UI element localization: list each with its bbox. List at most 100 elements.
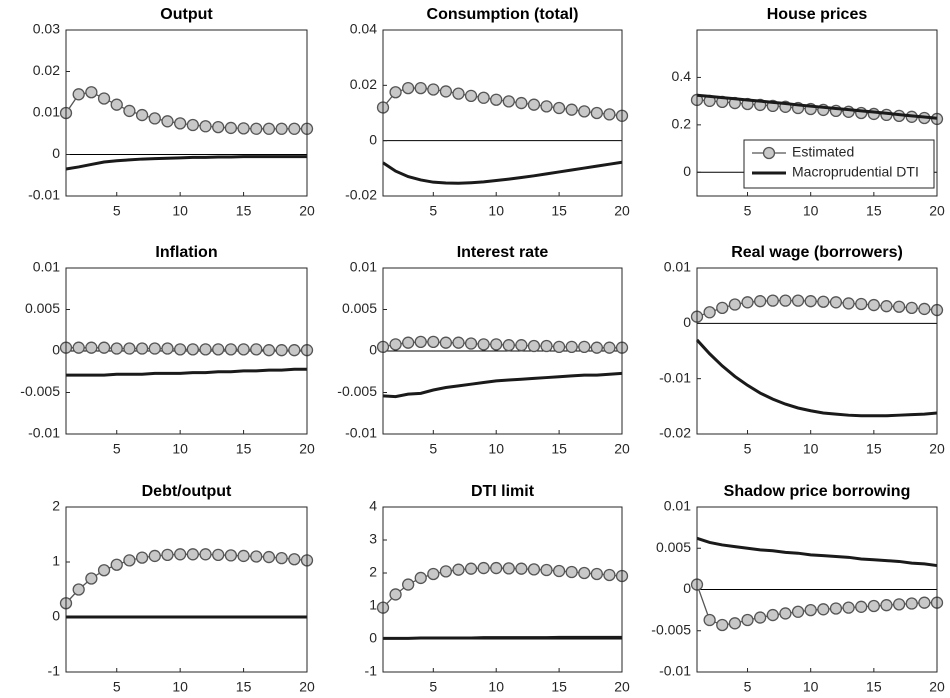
panel-title: Output — [160, 6, 213, 23]
marker — [540, 339, 553, 353]
x-tick-label: 10 — [488, 441, 504, 457]
x-tick-label: 20 — [299, 203, 315, 219]
marker — [402, 336, 415, 349]
y-tick-label: 0.02 — [350, 76, 377, 92]
marker — [262, 122, 276, 135]
x-tick-label: 5 — [429, 441, 437, 457]
marker — [791, 605, 805, 618]
x-tick-label: 15 — [866, 679, 882, 695]
marker — [552, 340, 566, 354]
panel: 0 0.2 0.4 5 10 15 20 House prices Estimated Macro… — [672, 6, 945, 218]
marker — [389, 588, 402, 601]
marker — [477, 338, 490, 351]
panel-title: Real wage (borrowers) — [731, 244, 903, 261]
x-tick-label: 20 — [614, 203, 630, 219]
y-tick-label: 2 — [52, 498, 60, 514]
panel: -1 0 1 2 5 10 15 20 Debt/output — [48, 483, 315, 694]
panel: -0.02 -0.01 0 0.01 5 10 15 20 Real wage (borrowe… — [659, 244, 945, 456]
marker — [540, 100, 553, 113]
y-tick-label: 1 — [369, 597, 377, 613]
y-tick-label: 0.4 — [672, 68, 692, 84]
y-tick-label: 0.04 — [350, 21, 377, 37]
marker — [161, 115, 174, 128]
marker — [123, 104, 136, 118]
marker — [402, 578, 415, 591]
marker — [452, 336, 465, 349]
marker — [766, 608, 779, 622]
marker — [97, 341, 111, 354]
marker — [288, 553, 301, 566]
y-tick-label: 0 — [683, 163, 691, 179]
marker — [855, 297, 868, 311]
marker — [502, 95, 515, 108]
axes-box — [696, 267, 938, 435]
marker — [779, 607, 792, 620]
marker — [439, 336, 453, 349]
marker — [250, 550, 263, 563]
marker — [135, 342, 149, 355]
marker — [565, 565, 578, 579]
x-tick-label: 20 — [929, 679, 945, 695]
marker — [703, 613, 716, 627]
y-tick-label: 0.005 — [342, 300, 377, 316]
marker — [779, 294, 792, 307]
marker — [502, 339, 515, 352]
x-tick-label: 5 — [744, 203, 752, 219]
x-tick-label: 20 — [299, 441, 315, 457]
x-tick-label: 5 — [113, 679, 121, 695]
marker — [477, 561, 490, 575]
panel-title: Debt/output — [142, 483, 232, 500]
marker — [741, 613, 754, 627]
marker — [174, 117, 187, 130]
x-tick-label: 10 — [172, 203, 188, 219]
y-tick-label: 0 — [369, 342, 377, 358]
panel-title: Inflation — [155, 244, 217, 261]
x-tick-label: 15 — [551, 441, 567, 457]
marker — [85, 572, 98, 585]
x-tick-label: 5 — [429, 203, 437, 219]
marker — [716, 301, 729, 314]
y-tick-label: -0.005 — [651, 621, 691, 637]
marker — [237, 549, 250, 563]
x-tick-label: 10 — [172, 441, 188, 457]
y-tick-label: -0.005 — [337, 383, 377, 399]
axes-box — [382, 267, 623, 435]
marker — [212, 343, 225, 356]
marker — [565, 340, 578, 354]
panel: -1 0 1 2 3 4 5 10 15 20 DTI limit — [365, 483, 630, 694]
marker — [464, 89, 478, 102]
marker — [174, 343, 187, 356]
y-tick-label: 2 — [369, 564, 377, 580]
marker — [515, 339, 528, 352]
marker — [515, 562, 528, 575]
marker — [186, 343, 199, 356]
marker — [199, 120, 212, 133]
y-tick-label: 3 — [369, 531, 377, 547]
x-tick-label: 10 — [803, 441, 819, 457]
series-line — [382, 160, 623, 185]
x-tick-label: 20 — [614, 441, 630, 457]
marker — [867, 599, 880, 613]
y-tick-label: 0.01 — [33, 259, 60, 275]
marker — [867, 298, 880, 312]
y-tick-label: 0 — [52, 145, 60, 161]
marker — [110, 98, 123, 111]
x-tick-label: 20 — [299, 679, 315, 695]
x-tick-label: 5 — [113, 441, 121, 457]
y-tick-label: 0.01 — [350, 259, 377, 275]
panel: -0.01 -0.005 0 0.005 0.01 5 10 15 20 Interest rat… — [337, 244, 630, 456]
marker — [578, 340, 591, 354]
y-tick-label: -0.01 — [659, 369, 691, 385]
marker — [766, 294, 779, 307]
marker — [905, 597, 918, 610]
panel: -0.01 0 0.01 0.02 0.03 5 10 15 20 Output — [28, 6, 315, 218]
y-tick-label: -0.01 — [659, 663, 691, 679]
x-tick-label: 10 — [488, 679, 504, 695]
x-tick-label: 10 — [803, 203, 819, 219]
legend-label: Macroprudential DTI — [792, 164, 919, 180]
marker — [892, 598, 906, 611]
marker — [72, 88, 85, 101]
marker — [829, 296, 843, 309]
y-tick-label: -0.02 — [659, 425, 691, 441]
marker — [414, 571, 427, 585]
